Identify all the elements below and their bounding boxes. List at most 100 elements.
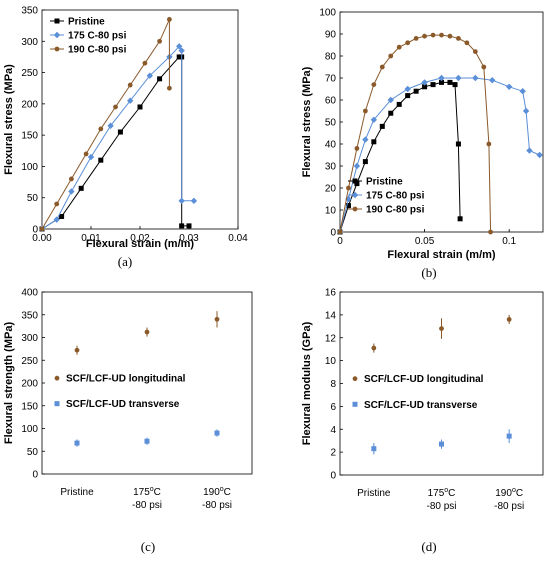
x-category-label: 175oC [133, 486, 161, 498]
data-point [505, 83, 513, 90]
x-category-label-line2: -80 psi [202, 500, 232, 511]
data-point [167, 16, 172, 22]
y-tick-label: 100 [21, 162, 38, 173]
data-point [354, 146, 360, 151]
data-point [486, 141, 492, 147]
data-point [113, 104, 118, 110]
x-category-label: 175oC [428, 487, 456, 499]
y-tick-label: 100 [21, 424, 38, 435]
panel-label: (d) [421, 539, 436, 554]
y-tick-label: 16 [325, 288, 337, 299]
data-point [214, 430, 220, 436]
data-point [167, 85, 172, 91]
y-tick-label: 150 [21, 131, 38, 142]
data-point [519, 88, 526, 95]
data-point [489, 77, 496, 84]
data-point [526, 147, 533, 154]
x-tick-label: 0 [337, 236, 343, 247]
y-tick-label: 0 [32, 225, 38, 236]
data-point [176, 43, 183, 50]
data-point [456, 36, 461, 41]
y-axis-label: Flexural strength (MPa) [3, 322, 15, 445]
data-point [54, 201, 60, 207]
y-tick-label: 60 [325, 96, 337, 107]
legend-entry: Pristine [68, 17, 105, 28]
data-point [98, 126, 104, 132]
y-tick-label: 90 [325, 30, 337, 41]
y-tick-label: 30 [325, 162, 337, 173]
data-point [190, 197, 198, 205]
y-tick-label: 2 [330, 448, 336, 459]
data-point [455, 74, 462, 82]
data-point [78, 185, 84, 191]
x-category-label-line2: -80 psi [426, 501, 456, 512]
data-point [413, 88, 419, 94]
y-tick-label: 12 [325, 333, 337, 344]
series-line-1 [41, 45, 194, 230]
legend-entry: SCF/LCF-UD transverse [66, 399, 180, 410]
data-point [74, 440, 80, 446]
series-line-0 [41, 56, 189, 230]
x-tick-label: 0.01 [81, 233, 101, 244]
data-point [362, 136, 369, 143]
data-point [137, 104, 143, 110]
data-point [179, 223, 185, 229]
data-point [439, 326, 444, 331]
data-point [144, 438, 150, 444]
legend-entry: 175 C-80 psi [68, 31, 127, 42]
x-category-label: 190oC [495, 487, 523, 499]
data-point [430, 32, 436, 38]
data-point [157, 76, 163, 82]
data-point [127, 82, 133, 88]
legend-entry: 175 C-80 psi [366, 191, 425, 202]
data-point [362, 159, 368, 165]
data-point [455, 141, 461, 147]
legend-entry: SCF/LCF-UD longitudinal [66, 374, 186, 385]
data-point [422, 84, 428, 90]
y-axis-label: Flexural stress (MPa) [3, 64, 15, 175]
x-category-label: Pristine [60, 487, 94, 498]
data-point [388, 110, 394, 116]
data-point [488, 229, 493, 235]
data-point [371, 139, 377, 145]
y-tick-label: 350 [21, 6, 38, 17]
y-axis-label: Flexural modulus (GPa) [301, 321, 313, 445]
x-tick-label: 0.00 [32, 233, 52, 244]
data-point [379, 64, 385, 70]
y-tick-label: 350 [21, 310, 38, 321]
x-tick-label: 0.02 [130, 233, 150, 244]
data-point [178, 197, 185, 205]
data-point [117, 129, 123, 135]
legend-marker [54, 18, 60, 24]
y-tick-label: 300 [21, 333, 38, 344]
data-point [53, 216, 60, 223]
data-point [157, 38, 163, 44]
data-point [186, 223, 192, 229]
series-line-2 [339, 34, 492, 233]
legend-marker [54, 46, 60, 52]
y-tick-label: 0 [330, 471, 336, 482]
data-point [59, 213, 65, 219]
chart-panel-2: 0 50 100 150 200 250 300 350 400 Flexural strengt… [3, 288, 253, 554]
y-tick-label: 70 [325, 74, 337, 85]
data-point [506, 317, 512, 322]
data-point [146, 72, 153, 79]
legend-marker [352, 376, 358, 382]
data-point [379, 123, 385, 129]
legend-entry: 190 C-80 psi [68, 45, 127, 56]
panel-label: (a) [118, 254, 132, 269]
y-axis-label: Flexural stress (MPa) [301, 66, 313, 177]
y-tick-label: 0 [32, 470, 38, 481]
data-point [396, 44, 402, 50]
data-point [396, 101, 402, 107]
data-point [127, 97, 134, 104]
data-point [98, 157, 104, 163]
data-point [413, 36, 419, 41]
y-tick-label: 250 [21, 356, 38, 367]
x-category-label-line2: -80 psi [132, 500, 162, 511]
data-point [404, 85, 411, 93]
x-category-label: 190oC [203, 486, 231, 498]
x-tick-label: 0.1 [502, 236, 516, 247]
data-point [371, 446, 377, 452]
y-tick-label: 50 [27, 193, 39, 204]
